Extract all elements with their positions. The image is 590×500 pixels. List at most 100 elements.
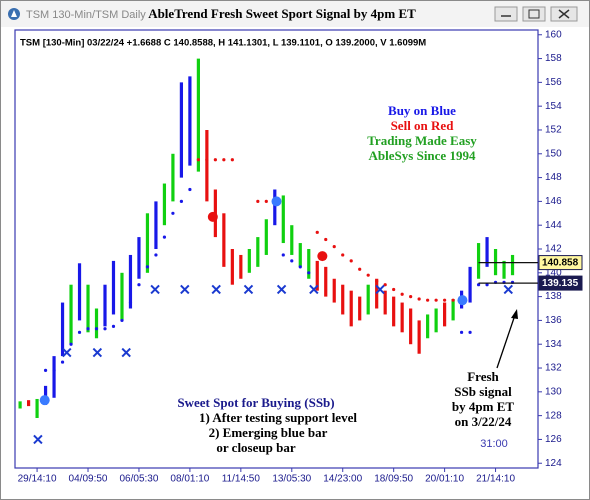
stop-dot xyxy=(128,300,133,305)
stop-dot xyxy=(476,283,481,287)
restore-button[interactable] xyxy=(522,6,546,22)
bar-timer: 31:00 xyxy=(480,438,508,450)
stop-dot xyxy=(162,235,167,239)
x-tick-label: 13/05:30 xyxy=(272,474,311,485)
ssb-marker xyxy=(211,284,221,295)
y-tick-label: 124 xyxy=(545,458,562,469)
stop-dot xyxy=(103,327,107,331)
annotation-arrowhead xyxy=(511,309,518,319)
stop-dot xyxy=(417,297,421,301)
stop-dot xyxy=(290,259,294,263)
y-tick-label: 130 xyxy=(545,386,562,397)
stop-dot xyxy=(205,158,209,162)
y-tick-label: 154 xyxy=(545,101,562,112)
annotation: Buy on Blue xyxy=(388,103,456,118)
y-tick-label: 146 xyxy=(545,196,562,207)
annotation: 2) Emerging blue bar xyxy=(209,425,328,440)
signal-dot xyxy=(317,251,328,262)
app-icon-glyph xyxy=(11,10,17,17)
stop-dot xyxy=(383,283,387,287)
signal-dot xyxy=(39,395,50,406)
y-tick-label: 156 xyxy=(545,77,562,88)
stop-dot xyxy=(179,199,184,203)
y-tick-label: 144 xyxy=(545,220,562,231)
stop-dot xyxy=(281,253,285,257)
price-tag-label: 139.135 xyxy=(542,278,579,289)
stop-dot xyxy=(69,342,73,346)
chart-title: AbleTrend Fresh Sweet Sport Signal by 4p… xyxy=(148,6,416,21)
x-tick-label: 29/14:10 xyxy=(18,474,57,485)
signal-dot xyxy=(207,211,218,222)
stop-dot xyxy=(485,283,489,287)
ssb-marker xyxy=(180,284,190,295)
price-info: TSM [130-Min] 03/22/24 +1.6688 C 140.858… xyxy=(20,38,426,49)
stop-dot xyxy=(375,279,379,283)
x-tick-label: 20/01:10 xyxy=(425,474,464,485)
annotation: SSb signal xyxy=(454,384,512,399)
stop-dot xyxy=(94,327,99,331)
annotation: by 4pm ET xyxy=(452,399,514,414)
price-tag-label: 140.858 xyxy=(542,258,579,269)
plot-frame xyxy=(14,29,539,469)
ssb-marker xyxy=(503,284,513,295)
y-tick-label: 136 xyxy=(545,315,562,326)
annotation: Fresh xyxy=(467,369,499,384)
signal-dot xyxy=(457,295,468,306)
stop-dot xyxy=(120,318,124,323)
annotation-arrow xyxy=(496,314,516,369)
x-tick-label: 06/05:30 xyxy=(119,474,158,485)
stop-dot xyxy=(451,298,455,302)
ssb-marker xyxy=(276,284,287,295)
y-tick-label: 160 xyxy=(545,29,562,40)
window-title: TSM 130-Min/TSM Daily xyxy=(26,9,146,21)
y-tick-label: 150 xyxy=(545,148,562,159)
stop-dot xyxy=(145,265,150,269)
stop-dot xyxy=(60,360,65,364)
price-tag xyxy=(538,275,583,291)
x-tick-label: 04/09:50 xyxy=(69,474,108,485)
annotation: AbleSys Since 1994 xyxy=(369,148,476,163)
y-tick-label: 134 xyxy=(545,339,562,350)
minimize-button[interactable] xyxy=(494,6,518,22)
stop-dot xyxy=(256,199,260,203)
ssb-marker xyxy=(243,284,254,295)
stop-dot xyxy=(468,330,472,334)
stop-dot xyxy=(86,327,90,331)
stop-dot xyxy=(213,158,217,162)
stop-dot xyxy=(434,298,438,302)
y-tick-label: 126 xyxy=(545,434,562,445)
annotation: Trading Made Easy xyxy=(367,133,477,148)
stop-dot xyxy=(358,267,362,271)
ssb-marker xyxy=(33,434,43,445)
y-tick-label: 128 xyxy=(545,410,562,421)
y-tick-label: 132 xyxy=(545,363,562,374)
y-tick-label: 142 xyxy=(545,244,562,255)
ssb-marker xyxy=(92,347,103,358)
stop-dot xyxy=(459,330,464,334)
stop-dot xyxy=(171,211,175,215)
ssb-marker xyxy=(121,347,131,358)
annotation: 1) After testing support level xyxy=(199,410,357,425)
annotation: Sell on Red xyxy=(391,118,455,133)
stop-dot xyxy=(43,368,48,373)
ssb-marker xyxy=(150,284,160,295)
stop-dot xyxy=(77,330,82,334)
stop-dot xyxy=(366,273,370,277)
stop-dot xyxy=(52,368,56,373)
ssb-marker xyxy=(62,347,72,358)
x-tick-label: 08/01:10 xyxy=(170,474,209,485)
stop-dot xyxy=(222,158,226,162)
annotation: or closeup bar xyxy=(216,440,295,455)
window-controls xyxy=(494,6,578,22)
stop-dot xyxy=(307,271,311,275)
stop-dot xyxy=(188,187,192,192)
stop-dot xyxy=(341,253,345,257)
y-tick-label: 148 xyxy=(545,172,562,183)
x-tick-label: 21/14:10 xyxy=(476,474,515,485)
stop-dot xyxy=(400,292,404,296)
restore-icon xyxy=(528,9,540,19)
annotation: Sweet Spot for Buying (SSb) xyxy=(177,395,334,410)
y-tick-label: 138 xyxy=(545,291,562,302)
title-bar xyxy=(1,1,589,27)
